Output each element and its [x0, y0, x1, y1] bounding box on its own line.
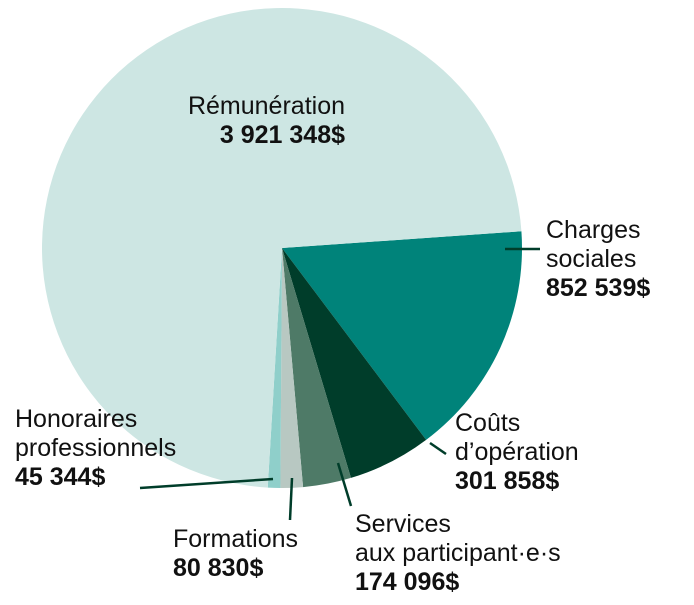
pie-slice [282, 248, 427, 478]
value-label: 301 858$ [455, 467, 560, 495]
slice-label: Honoraires professionnels 45 344$ [15, 405, 176, 492]
value-label: 45 344$ [15, 463, 106, 491]
slice-label: Rémunération 3 921 348$ [188, 92, 345, 150]
pie-slice [280, 248, 304, 488]
slice-label: Services aux participant·e·s 174 096$ [355, 510, 561, 597]
value-label: 3 921 348$ [219, 121, 345, 149]
leader-line [429, 441, 447, 456]
pie-slice [282, 248, 351, 488]
pie-slice [282, 231, 522, 440]
pie-slice [41, 7, 522, 488]
category-name: Charges sociales [546, 216, 641, 273]
value-label: 852 539$ [546, 274, 651, 302]
value-label: 174 096$ [355, 568, 460, 596]
pie-slice [267, 248, 282, 488]
slice-label: Formations 80 830$ [173, 525, 298, 583]
slice-label: Coûts d’opération 301 858$ [455, 409, 579, 496]
category-name: Coûts d’opération [455, 409, 579, 466]
slice-label: Charges sociales 852 539$ [546, 216, 650, 303]
leader-line [139, 477, 274, 490]
category-name: Formations [173, 525, 299, 553]
value-label: 80 830$ [173, 554, 264, 582]
category-name: Honoraires professionnels [15, 405, 177, 462]
leader-line [336, 462, 353, 507]
category-name: Services aux participant·e·s [355, 510, 561, 567]
category-name: Rémunération [187, 92, 345, 120]
leader-line [288, 477, 294, 521]
